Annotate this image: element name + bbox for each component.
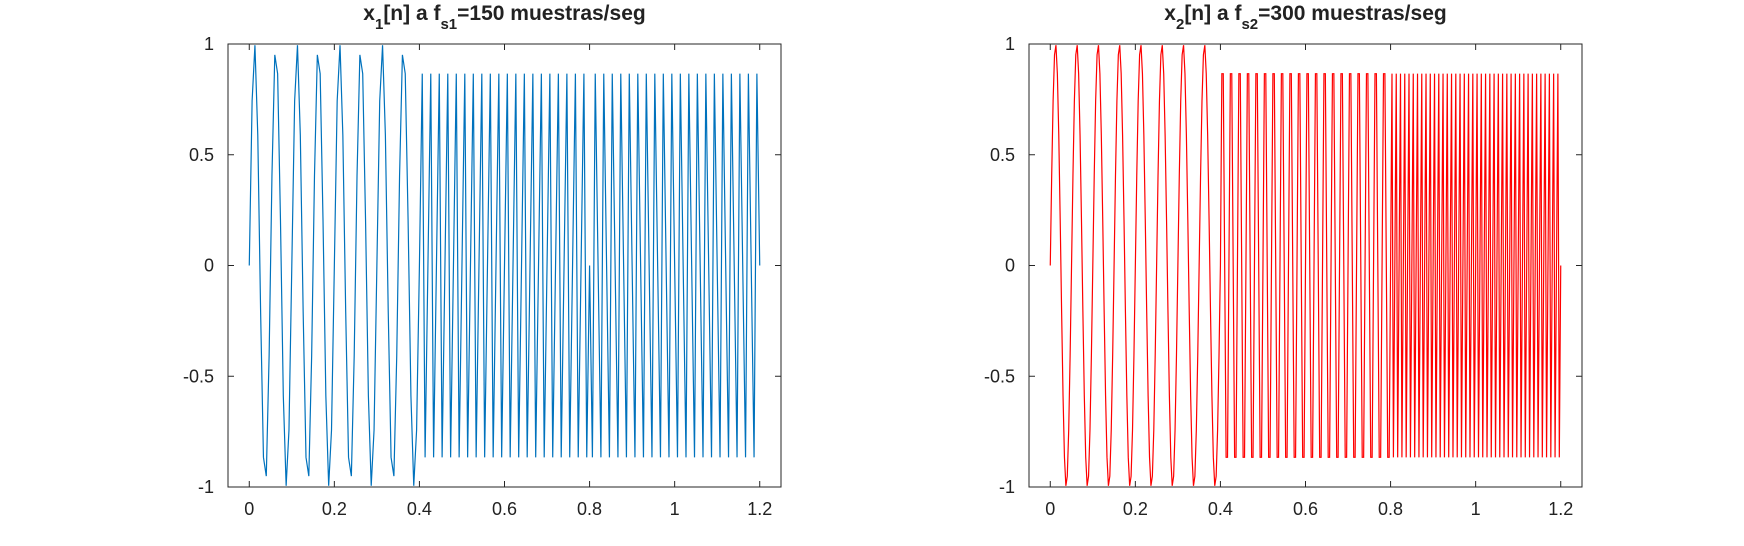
signal-line [1049, 45, 1562, 486]
chart-title: x2[n] a fs2=300 muestras/seg [1164, 2, 1446, 33]
y-tick-label: 0.5 [189, 145, 214, 165]
title-part: [n] a f [383, 2, 441, 25]
signal-line [248, 45, 761, 486]
title-part: 2 [1176, 16, 1184, 33]
x-tick-label: 0.2 [1123, 499, 1148, 519]
title-part: =300 muestras/seg [1258, 2, 1447, 25]
x-tick-label: 0.2 [322, 499, 347, 519]
title-part: 1 [375, 16, 383, 33]
title-part: [n] a f [1184, 2, 1242, 25]
y-tick-label: 1 [204, 34, 214, 54]
x-tick-label: 0 [1045, 499, 1055, 519]
x-tick-label: 0.8 [577, 499, 602, 519]
chart-title: x1[n] a fs1=150 muestras/seg [363, 2, 645, 33]
title-part: =150 muestras/seg [457, 2, 646, 25]
x-tick-label: 0.6 [1293, 499, 1318, 519]
y-tick-label: -0.5 [984, 366, 1015, 386]
title-part: x [1164, 2, 1176, 25]
title-part: s2 [1241, 16, 1258, 33]
y-tick-label: 0.5 [990, 145, 1015, 165]
y-tick-label: 1 [1005, 34, 1015, 54]
x-tick-label: 1.2 [1548, 499, 1573, 519]
x-tick-label: 0 [244, 499, 254, 519]
x-tick-label: 1 [1471, 499, 1481, 519]
title-part: s1 [440, 16, 457, 33]
x-tick-label: 1.2 [747, 499, 772, 519]
x-tick-label: 0.6 [492, 499, 517, 519]
y-tick-label: -0.5 [183, 366, 214, 386]
x-tick-label: 0.4 [1208, 499, 1233, 519]
y-tick-label: -1 [999, 477, 1015, 497]
x-tick-label: 0.4 [407, 499, 432, 519]
y-tick-label: -1 [198, 477, 214, 497]
y-tick-label: 0 [204, 256, 214, 276]
title-part: x [363, 2, 375, 25]
y-tick-label: 0 [1005, 256, 1015, 276]
subplot-2: x2[n] a fs2=300 muestras/seg 0 0.2 0.4 0.6 0.… [984, 2, 1583, 519]
x-tick-label: 1 [670, 499, 680, 519]
x-tick-label: 0.8 [1378, 499, 1403, 519]
